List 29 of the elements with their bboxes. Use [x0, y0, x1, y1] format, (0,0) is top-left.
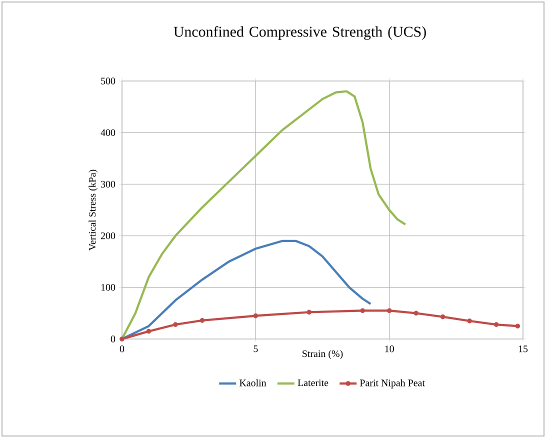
- legend-label: Kaolin: [240, 379, 266, 386]
- point: [360, 308, 365, 314]
- legend-label: Laterite: [298, 379, 328, 386]
- point: [515, 324, 520, 328]
- chart-title: Unconfined Compressive Strength (UCS): [174, 26, 426, 40]
- point: [146, 328, 152, 334]
- x-tick-label: 0: [120, 346, 124, 352]
- x-tick-label: 10: [385, 346, 394, 352]
- point: [253, 313, 258, 318]
- point: [200, 318, 205, 323]
- point: [467, 318, 472, 324]
- x-axis-title: Strain (%): [302, 350, 343, 360]
- y-tick-label: 200: [100, 232, 116, 240]
- y-tick-label: 100: [101, 284, 116, 291]
- y-tick-label: 400: [100, 129, 116, 136]
- x-tick-label: 5: [254, 346, 258, 352]
- point: [173, 322, 178, 327]
- y-tick-label: 300: [101, 180, 116, 188]
- legend-label: Parit Nipah Peat: [360, 379, 425, 388]
- point: [440, 314, 446, 320]
- point: [414, 310, 418, 316]
- y-tick-label: 500: [101, 78, 116, 84]
- y-axis-title: Vertical Stress (kPa): [88, 170, 98, 251]
- point: [120, 336, 124, 342]
- point: [386, 308, 392, 314]
- y-tick-label: 0: [110, 336, 116, 342]
- point: [494, 322, 499, 327]
- point: [306, 310, 312, 315]
- x-tick-label: 15: [518, 346, 528, 352]
